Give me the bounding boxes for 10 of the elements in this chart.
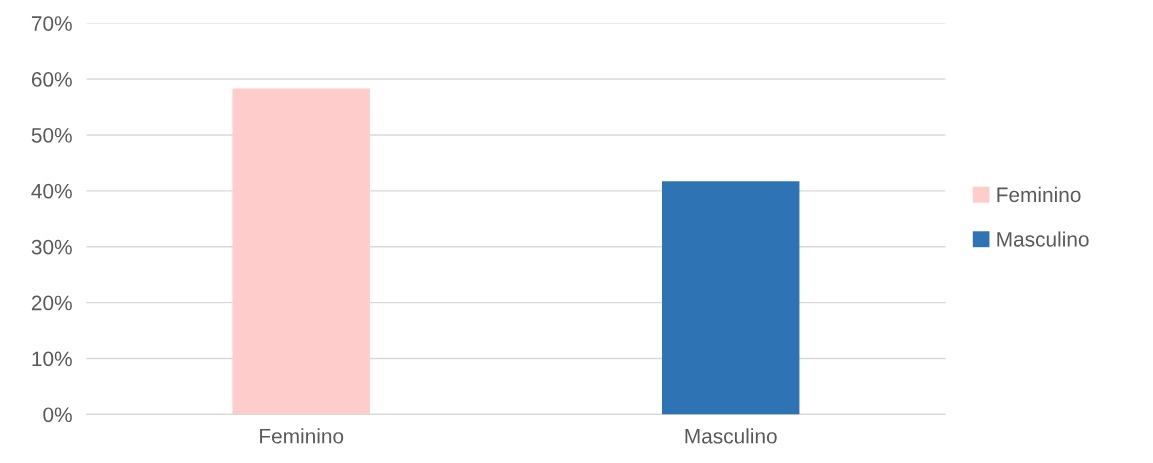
y-tick-label: 20% bbox=[31, 295, 72, 311]
y-tick-label: 10% bbox=[32, 351, 72, 367]
y-tick-label: 50% bbox=[31, 127, 72, 143]
y-tick-label: 70% bbox=[31, 16, 72, 31]
y-tick-label: 40% bbox=[31, 183, 72, 199]
y-tick-label: 60% bbox=[31, 72, 72, 87]
y-tick-label: 30% bbox=[31, 239, 72, 255]
legend-label: Masculino bbox=[997, 231, 1089, 247]
legend-label: Feminino bbox=[997, 186, 1081, 203]
y-tick-label: 0% bbox=[43, 407, 72, 423]
